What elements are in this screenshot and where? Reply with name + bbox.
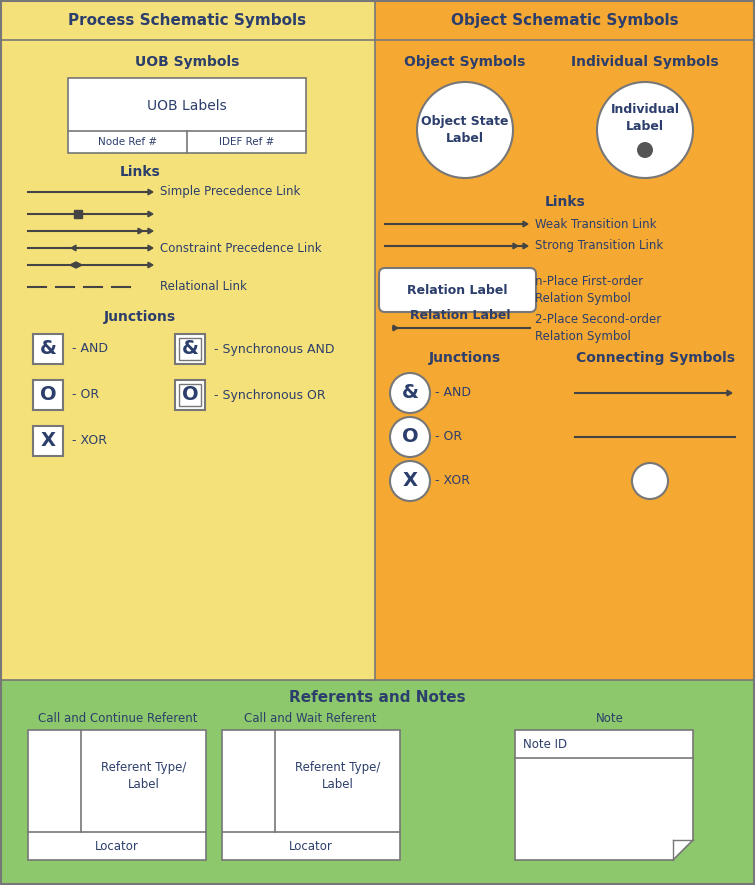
- Text: - XOR: - XOR: [435, 474, 470, 488]
- Bar: [33, 426, 63, 456]
- Bar: [0, 40, 375, 680]
- Text: - XOR: - XOR: [72, 435, 107, 448]
- Polygon shape: [148, 189, 153, 195]
- Text: - OR: - OR: [72, 389, 99, 402]
- FancyBboxPatch shape: [379, 268, 536, 312]
- Text: O: O: [402, 427, 418, 447]
- Polygon shape: [71, 245, 76, 250]
- Text: Referent Type/
Label: Referent Type/ Label: [101, 761, 186, 791]
- Bar: [375, 0, 755, 40]
- Text: Relation Label: Relation Label: [410, 309, 510, 322]
- Bar: [222, 730, 400, 860]
- Text: &: &: [181, 340, 199, 358]
- Bar: [175, 334, 205, 364]
- Bar: [28, 730, 206, 860]
- Polygon shape: [70, 262, 82, 268]
- Text: Individual Symbols: Individual Symbols: [572, 55, 719, 69]
- Text: Node Ref #: Node Ref #: [98, 137, 157, 147]
- Bar: [33, 380, 63, 410]
- Text: - AND: - AND: [435, 387, 471, 399]
- Text: - OR: - OR: [435, 430, 462, 443]
- Text: Referent Type/
Label: Referent Type/ Label: [295, 761, 381, 791]
- Text: UOB Symbols: UOB Symbols: [135, 55, 239, 69]
- Circle shape: [637, 142, 653, 158]
- Text: Links: Links: [544, 195, 585, 209]
- Polygon shape: [523, 221, 528, 227]
- Polygon shape: [148, 262, 153, 268]
- Polygon shape: [148, 245, 153, 250]
- Text: Object State
Label: Object State Label: [421, 115, 509, 145]
- Text: Individual
Label: Individual Label: [611, 103, 680, 133]
- Polygon shape: [523, 243, 528, 249]
- Text: Note: Note: [596, 712, 624, 725]
- Text: Constraint Precedence Link: Constraint Precedence Link: [160, 242, 322, 255]
- Polygon shape: [148, 228, 153, 234]
- Text: Locator: Locator: [289, 840, 333, 852]
- Text: &: &: [39, 340, 57, 358]
- Text: &: &: [402, 383, 418, 403]
- Text: Relation Label: Relation Label: [407, 283, 508, 296]
- Bar: [0, 680, 755, 885]
- Text: Object Schematic Symbols: Object Schematic Symbols: [451, 12, 679, 27]
- Bar: [175, 380, 205, 410]
- Bar: [33, 334, 63, 364]
- Text: Referents and Notes: Referents and Notes: [289, 690, 466, 705]
- Bar: [75, 210, 82, 218]
- Text: Call and Wait Referent: Call and Wait Referent: [244, 712, 376, 725]
- Text: Locator: Locator: [95, 840, 139, 852]
- Text: Links: Links: [119, 165, 160, 179]
- Text: X: X: [402, 472, 418, 490]
- Text: Note ID: Note ID: [523, 737, 567, 750]
- Circle shape: [597, 82, 693, 178]
- Polygon shape: [148, 212, 153, 217]
- Circle shape: [390, 373, 430, 413]
- Bar: [179, 338, 201, 360]
- Bar: [375, 40, 755, 680]
- Text: Process Schematic Symbols: Process Schematic Symbols: [69, 12, 307, 27]
- Text: Connecting Symbols: Connecting Symbols: [575, 351, 735, 365]
- Text: Junctions: Junctions: [429, 351, 501, 365]
- Polygon shape: [727, 390, 732, 396]
- Text: Call and Continue Referent: Call and Continue Referent: [39, 712, 198, 725]
- Text: - AND: - AND: [72, 342, 108, 356]
- Circle shape: [390, 417, 430, 457]
- Text: Simple Precedence Link: Simple Precedence Link: [160, 186, 300, 198]
- Circle shape: [632, 463, 668, 499]
- Text: Object Symbols: Object Symbols: [405, 55, 525, 69]
- Circle shape: [417, 82, 513, 178]
- Circle shape: [390, 461, 430, 501]
- Bar: [68, 78, 306, 153]
- Text: n-Place First-order
Relation Symbol: n-Place First-order Relation Symbol: [535, 275, 643, 305]
- Text: 2-Place Second-order
Relation Symbol: 2-Place Second-order Relation Symbol: [535, 313, 661, 343]
- Text: Weak Transition Link: Weak Transition Link: [535, 218, 657, 230]
- Text: X: X: [41, 432, 56, 450]
- Text: O: O: [40, 386, 57, 404]
- Polygon shape: [393, 325, 398, 331]
- Text: Relational Link: Relational Link: [160, 281, 247, 294]
- Text: - Synchronous AND: - Synchronous AND: [214, 342, 334, 356]
- Text: IDEF Ref #: IDEF Ref #: [219, 137, 274, 147]
- Text: UOB Labels: UOB Labels: [147, 99, 226, 113]
- Text: Strong Transition Link: Strong Transition Link: [535, 240, 663, 252]
- Polygon shape: [515, 730, 693, 860]
- Text: Junctions: Junctions: [104, 310, 176, 324]
- Bar: [0, 0, 375, 40]
- Polygon shape: [513, 243, 518, 249]
- Text: - Synchronous OR: - Synchronous OR: [214, 389, 325, 402]
- Text: O: O: [182, 386, 199, 404]
- Polygon shape: [138, 228, 143, 234]
- Bar: [179, 384, 201, 406]
